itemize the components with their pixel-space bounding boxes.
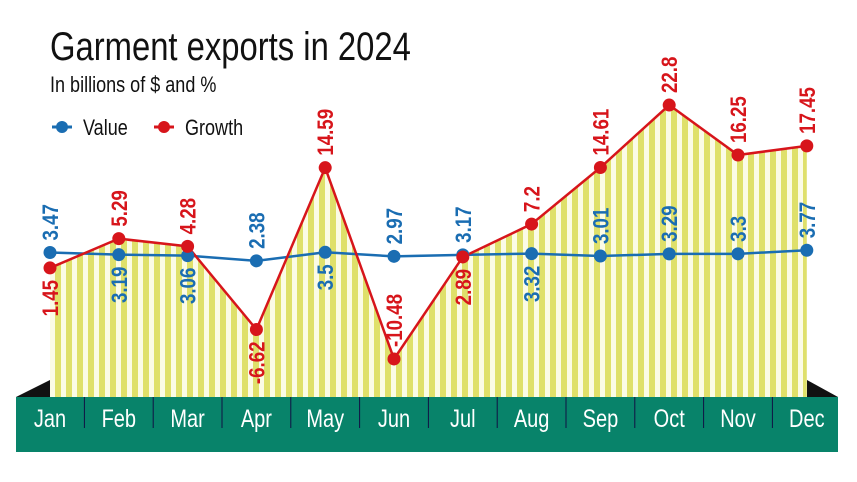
growth-data-label: 14.61 [590,109,614,156]
value-data-label: 3.32 [521,266,545,302]
value-data-label: 2.38 [246,212,270,248]
growth-point [249,323,263,337]
month-tick-label: Aug [514,405,550,433]
growth-line [49,103,807,362]
value-point [525,247,539,261]
value-data-label: 3.3 [728,216,752,242]
month-tick-label: Jan [34,405,66,433]
growth-data-label: 5.29 [108,190,132,226]
legend-growth-marker [158,121,170,133]
value-point [593,249,607,263]
growth-point [593,161,607,175]
value-point [662,247,676,261]
value-data-label: 3.17 [452,206,476,242]
chart-title: Garment exports in 2024 [50,24,411,69]
legend-value-label: Value [83,116,128,140]
value-data-label: 3.77 [796,202,820,238]
growth-point [387,352,401,366]
value-point [249,254,263,268]
value-point [181,249,195,263]
value-point [112,248,126,262]
growth-point [43,261,57,275]
value-point [318,245,332,259]
month-tick-label: Oct [654,405,686,433]
growth-data-label: 2.89 [452,269,476,305]
left-corner-triangle [16,380,50,397]
month-tick-label: Apr [241,405,273,433]
value-data-label: 3.19 [108,267,132,303]
growth-point [662,98,676,112]
value-data-label: 3.06 [177,268,201,304]
right-corner-triangle [807,380,838,397]
growth-data-label: 7.2 [521,186,545,212]
value-point [387,249,401,263]
value-data-label: 3.5 [315,264,339,290]
value-point [731,247,745,261]
growth-data-label: -10.48 [384,294,408,347]
legend-value-marker [56,121,68,133]
month-tick-label: Dec [789,405,825,433]
value-point [43,246,57,260]
growth-point [456,250,470,264]
chart-subtitle: In billions of $ and % [50,73,217,97]
value-data-label: 3.29 [659,206,683,242]
growth-point [731,148,745,162]
value-data-label: 2.97 [384,208,408,244]
growth-data-label: 17.45 [796,87,820,134]
growth-point [112,232,126,246]
growth-point [525,217,539,231]
legend: Value Growth [52,116,243,140]
month-tick-label: Mar [170,405,205,433]
growth-point [800,139,814,153]
growth-data-label: -6.62 [246,342,270,385]
growth-data-label: 1.45 [40,280,64,316]
growth-point [318,161,332,175]
value-point [800,243,814,257]
growth-data-label: 22.8 [659,57,683,93]
growth-data-label: 16.25 [728,96,752,143]
month-tick-label: Feb [102,405,136,433]
growth-data-label: 14.59 [315,109,339,156]
value-line [49,248,807,263]
value-data-label: 3.01 [590,208,614,244]
growth-point [181,239,195,253]
growth-data-label: 4.28 [177,198,201,234]
month-axis-band [16,397,838,452]
month-tick-label: Sep [583,405,619,433]
month-tick-label: May [306,405,344,433]
value-data-label: 3.47 [40,204,64,240]
month-tick-label: Jul [450,405,476,433]
legend-growth-label: Growth [185,116,243,140]
month-tick-label: Nov [720,405,756,433]
month-tick-label: Jun [378,405,410,433]
